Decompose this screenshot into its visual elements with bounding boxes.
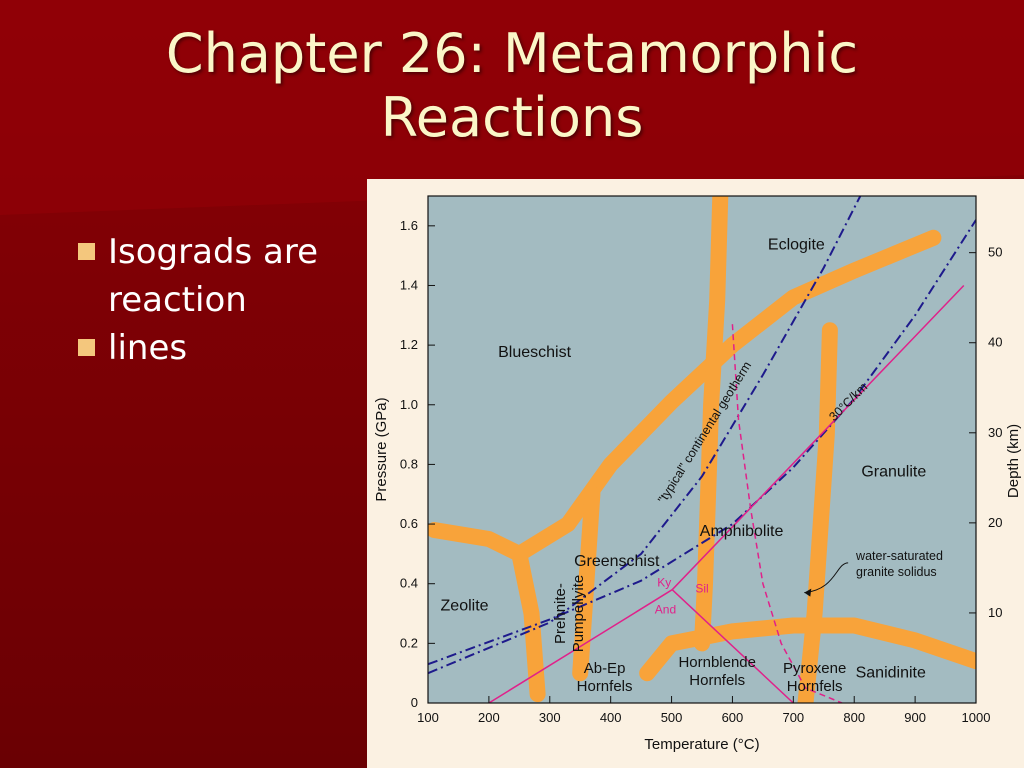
facies-label: Amphibolite (700, 523, 784, 540)
depth-tick-label: 40 (988, 335, 1002, 350)
slide-title: Chapter 26: Metamorphic Reactions (0, 22, 1024, 150)
bullet-square-icon (78, 339, 95, 356)
facies-boundary-band (428, 229, 942, 562)
facies-diagram: 100 200 300 400 500 600 700 800 900 1000 0 0.2 0.4 0.… (373, 195, 1022, 753)
x-tick-label: 700 (782, 710, 804, 725)
facies-label: Blueschist (498, 344, 571, 361)
depth-tick-label: 10 (988, 605, 1002, 620)
facies-label-line: Hornblende (678, 654, 756, 671)
facies-boundary-band (694, 196, 729, 652)
reaction-label: And (655, 603, 676, 617)
geotherm-line (428, 196, 862, 675)
geotherm-line (428, 219, 976, 666)
x-tick-label: 800 (843, 710, 865, 725)
y-tick-label: 0.8 (400, 456, 418, 471)
plot-content (428, 196, 976, 703)
facies-boundary-band (639, 617, 976, 682)
x-tick-label: 200 (478, 710, 500, 725)
x-tick-label: 1000 (962, 710, 991, 725)
solidus-leader-arrow (804, 588, 812, 597)
facies-label-line: Prehnite- (552, 583, 569, 644)
plot-frame (427, 195, 977, 704)
slide-title-line1: Chapter 26: Metamorphic (165, 22, 859, 85)
reaction-line (671, 589, 794, 703)
granite-solidus-line (731, 324, 843, 703)
solidus-leader-line (804, 562, 849, 594)
bullet-list: Isograds are reaction lines (78, 228, 358, 372)
bullet-text: lines (108, 328, 188, 368)
depth-tick-label: 50 (988, 245, 1002, 260)
slide-title-line2: Reactions (380, 86, 644, 149)
facies-boundary-band (572, 486, 601, 682)
facies-boundary-band (797, 322, 838, 703)
depth-axis-title: Depth (km) (1005, 424, 1022, 498)
facies-label: Granulite (861, 463, 926, 480)
facies-label-line: granite solidus (856, 565, 937, 579)
y-tick-label: 0 (411, 695, 418, 710)
x-tick-label: 400 (600, 710, 622, 725)
facies-label-line: Hornfels (577, 678, 633, 695)
x-tick-label: 300 (539, 710, 561, 725)
facies-label: Eclogite (768, 237, 825, 254)
depth-tick-label: 20 (988, 515, 1002, 530)
y-tick-label: 0.6 (400, 516, 418, 531)
facies-label-line: water-saturated (855, 549, 943, 563)
y-tick-label: 1.2 (400, 337, 418, 352)
bullet-item: lines (78, 324, 358, 372)
bullet-item: Isograds are reaction (78, 228, 358, 324)
y-tick-label: 1.6 (400, 218, 418, 233)
facies-label: Greenschist (574, 553, 660, 570)
facies-boundary-band (511, 545, 546, 703)
x-tick-label: 500 (661, 710, 683, 725)
rotated-label-group: Prehnite- Pumpellyite (552, 575, 587, 653)
x-axis-title: Temperature (°C) (644, 736, 759, 753)
y-tick-label: 1.0 (400, 397, 418, 412)
facies-label: Sanidinite (856, 665, 926, 682)
facies-label-line: Pumpellyite (570, 575, 587, 653)
x-tick-label: 900 (904, 710, 926, 725)
reaction-line (671, 284, 965, 591)
y-axis-title: Pressure (GPa) (373, 397, 390, 501)
depth-tick-label: 30 (988, 425, 1002, 440)
facies-label-line: Hornfels (689, 672, 745, 689)
reaction-label: Ky (657, 576, 671, 590)
reaction-label: Sil (695, 582, 708, 596)
facies-label: Zeolite (441, 598, 489, 615)
facies-label-line: Pyroxene (783, 660, 846, 677)
facies-label-line: Hornfels (787, 678, 843, 695)
bullet-text: Isograds are reaction (108, 232, 319, 320)
reaction-line (488, 589, 673, 703)
x-tick-label: 100 (417, 710, 439, 725)
facies-label-line: Ab-Ep (584, 660, 626, 677)
y-tick-label: 0.4 (400, 576, 418, 591)
x-tick-label: 600 (722, 710, 744, 725)
bullet-square-icon (78, 243, 95, 260)
y-tick-label: 0.2 (400, 635, 418, 650)
y-tick-label: 1.4 (400, 277, 418, 292)
facies-diagram-figure: 100 200 300 400 500 600 700 800 900 1000 0 0.2 0.4 0.… (367, 179, 1024, 768)
